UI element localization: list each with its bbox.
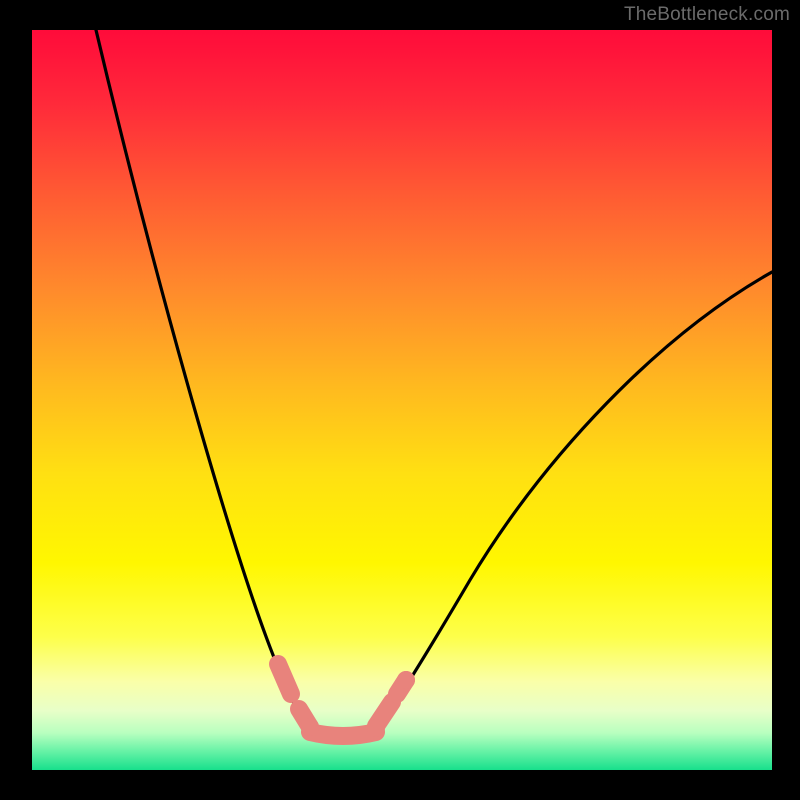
plot-background xyxy=(32,30,772,770)
watermark-text: TheBottleneck.com xyxy=(624,4,790,26)
bottleneck-chart xyxy=(0,0,800,800)
